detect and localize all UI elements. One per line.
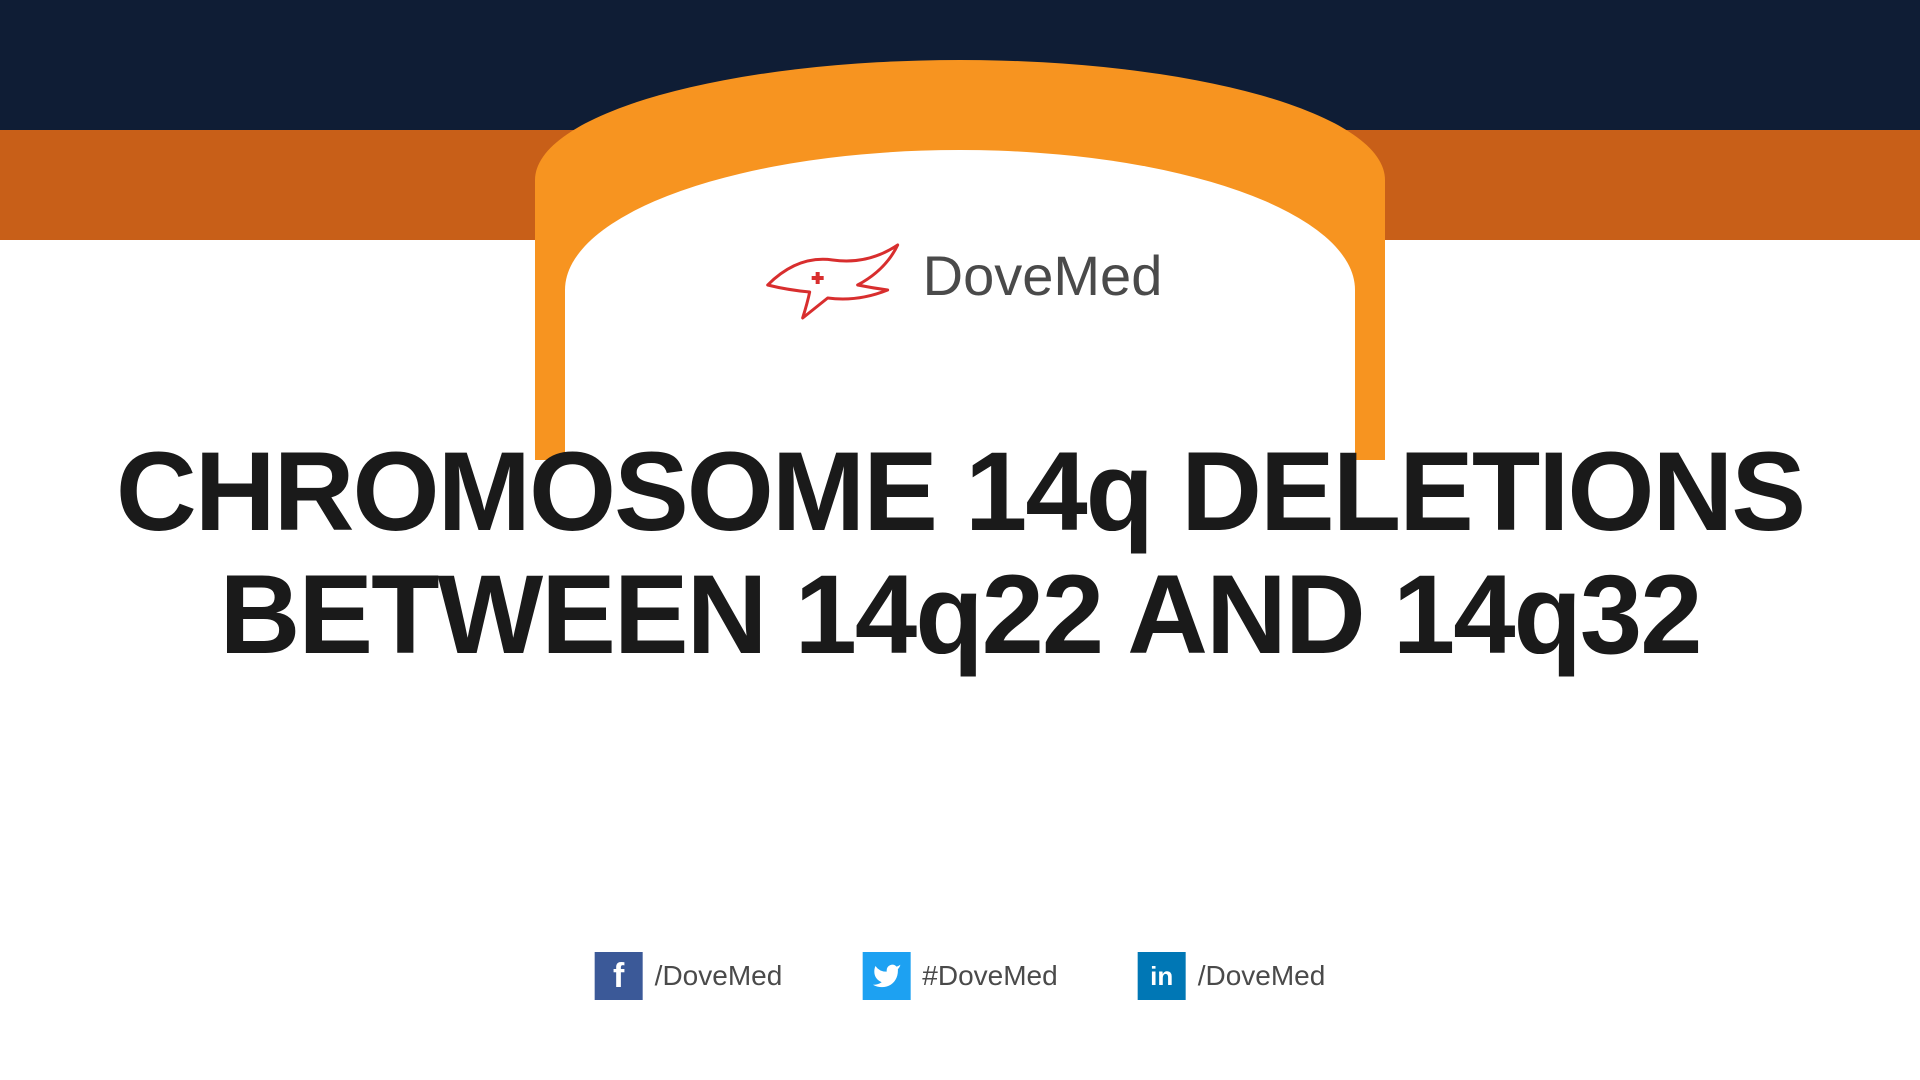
brand-text: DoveMed [923,243,1163,308]
social-twitter[interactable]: #DoveMed [862,952,1057,1000]
social-facebook[interactable]: f /DoveMed [595,952,783,1000]
linkedin-handle: /DoveMed [1198,960,1326,992]
facebook-icon: f [595,952,643,1000]
linkedin-icon: in [1138,952,1186,1000]
twitter-handle: #DoveMed [922,960,1057,992]
dove-icon [758,230,908,320]
social-linkedin[interactable]: in /DoveMed [1138,952,1326,1000]
twitter-icon [862,952,910,1000]
brand-logo: DoveMed [758,230,1163,320]
page-title: CHROMOSOME 14q DELETIONS BETWEEN 14q22 A… [96,430,1824,676]
facebook-handle: /DoveMed [655,960,783,992]
social-bar: f /DoveMed #DoveMed in /DoveMed [595,952,1326,1000]
arch-container [510,0,1410,240]
